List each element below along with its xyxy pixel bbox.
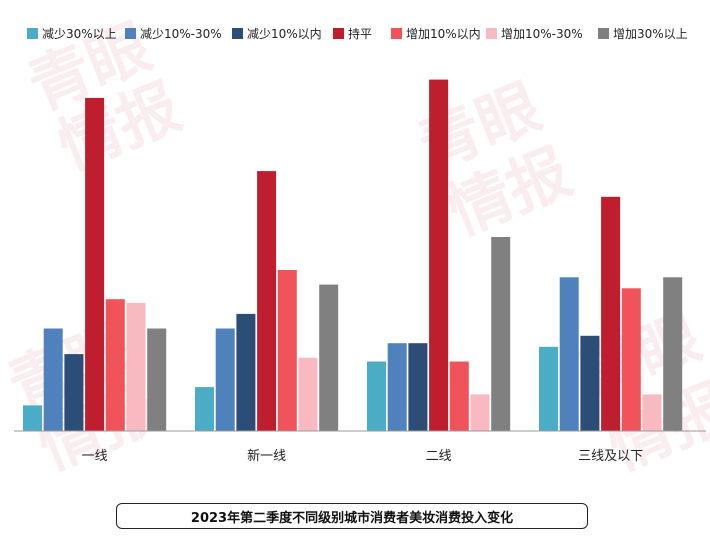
legend-label: 持平	[348, 26, 372, 41]
bar	[277, 270, 297, 431]
legend-swatch	[333, 28, 344, 39]
legend-swatch	[27, 28, 38, 39]
bar	[367, 361, 386, 431]
bar	[642, 394, 662, 431]
bar	[663, 277, 683, 431]
legend-swatch	[598, 28, 609, 39]
bar	[470, 394, 490, 431]
legend-swatch	[125, 28, 136, 39]
bar	[126, 302, 146, 431]
bar	[580, 335, 600, 431]
legend-label: 增加10%以内	[406, 27, 481, 41]
legend-swatch	[486, 28, 497, 39]
bar	[298, 357, 318, 431]
bar	[147, 328, 167, 431]
category-label: 一线	[82, 449, 108, 464]
bar	[387, 343, 407, 431]
chart-title: 2023年第二季度不同级别城市消费者美妆消费投入变化	[116, 503, 588, 529]
legend-label: 减少30%以上	[42, 27, 117, 41]
bar	[429, 79, 449, 431]
category-label: 三线及以下	[578, 449, 643, 464]
category-labels: 一线 新一线 二线 三线及以下	[82, 448, 644, 464]
bar	[491, 237, 511, 431]
bar	[236, 313, 256, 431]
legend: 减少30%以上 减少10%-30% 减少10%以内 持平 增加10%以内 增加10%-30…	[27, 26, 688, 41]
bar	[539, 346, 558, 431]
bar	[449, 361, 469, 431]
category-label: 二线	[426, 449, 452, 464]
bar	[601, 196, 621, 431]
bar	[215, 328, 235, 431]
category-label: 新一线	[247, 448, 286, 464]
legend-label: 增加10%-30%	[501, 27, 583, 41]
legend-label: 减少10%-30%	[140, 27, 222, 41]
bar	[319, 284, 339, 431]
legend-swatch	[391, 28, 402, 39]
legend-label: 减少10%以内	[247, 27, 322, 41]
bar	[408, 343, 428, 431]
bars	[23, 79, 683, 432]
legend-label: 增加30%以上	[613, 27, 688, 41]
bar	[85, 97, 105, 432]
bar	[257, 171, 277, 431]
bar	[43, 328, 63, 431]
legend-swatch	[232, 28, 243, 39]
bar	[621, 288, 641, 431]
bar	[105, 299, 125, 431]
bar	[64, 354, 84, 431]
bar	[559, 277, 579, 431]
bar	[195, 387, 214, 431]
bar	[23, 405, 42, 431]
